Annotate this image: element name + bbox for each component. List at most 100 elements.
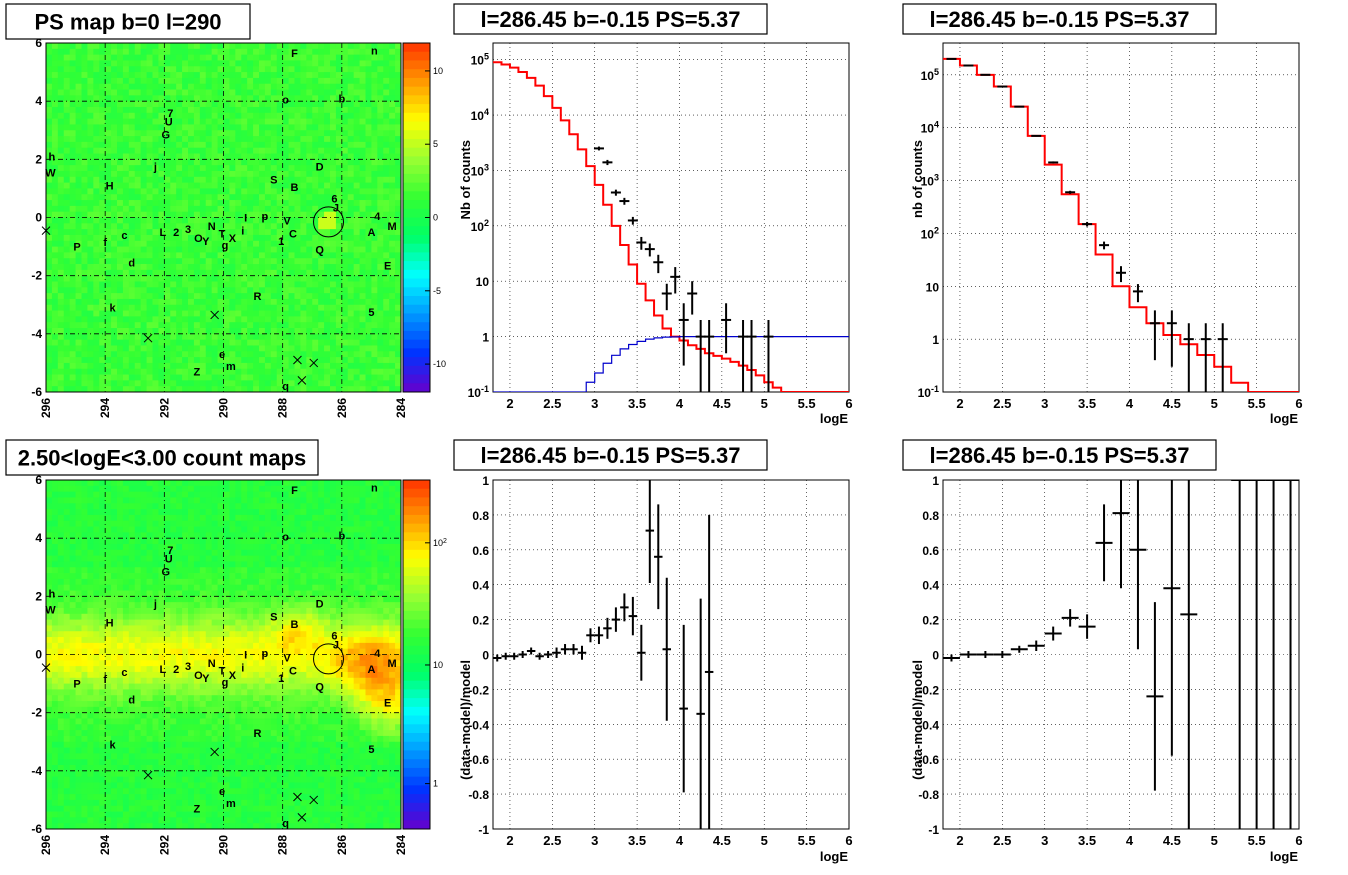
map-cell [81, 170, 88, 178]
map-cell [205, 333, 213, 341]
map-cell [211, 159, 218, 166]
map-cell [134, 43, 142, 50]
map-cell [57, 701, 65, 708]
map-cell [105, 520, 112, 527]
source-label: 6 [331, 194, 337, 206]
map-cell [312, 83, 319, 90]
map-cell [247, 240, 254, 247]
map-cell [111, 683, 118, 690]
map-cell [270, 89, 278, 96]
map-cell [75, 188, 82, 195]
map-cell [57, 310, 65, 317]
map-cell [330, 188, 337, 195]
map-cell [229, 269, 236, 277]
map-cell [318, 182, 325, 189]
map-cell [158, 43, 165, 50]
map-cell [300, 54, 307, 61]
source-label: f [103, 237, 107, 249]
map-cell [87, 211, 94, 218]
map-cell [223, 66, 230, 73]
map-cell [140, 491, 147, 498]
map-cell [371, 101, 378, 108]
map-cell [146, 304, 153, 311]
map-cell [152, 322, 159, 329]
map-cell [117, 584, 124, 591]
map-cell [46, 211, 53, 218]
map-cell [211, 136, 218, 143]
map-cell [75, 631, 82, 638]
map-cell [318, 223, 325, 230]
map-cell [69, 287, 76, 294]
map-cell [330, 194, 337, 201]
map-cell [347, 83, 355, 90]
map-cell [99, 118, 106, 125]
map-cell [117, 112, 124, 120]
map-cell [134, 788, 142, 795]
map-cell [111, 526, 118, 533]
map-cell [353, 205, 360, 213]
map-cell [99, 619, 106, 626]
map-cell [205, 159, 213, 166]
map-cell [288, 229, 295, 236]
map-cell [335, 182, 343, 189]
map-cell [205, 211, 213, 218]
map-cell [134, 660, 142, 667]
map-cell [312, 147, 319, 154]
map-cell [205, 380, 213, 387]
map-cell [105, 799, 112, 807]
map-cell [122, 182, 130, 189]
map-cell [235, 223, 242, 230]
map-cell [111, 613, 118, 620]
map-cell [63, 200, 71, 207]
map-cell [93, 741, 100, 748]
map-cell [152, 89, 159, 96]
map-cell [69, 526, 76, 533]
map-cell [158, 118, 165, 125]
map-cell [229, 357, 236, 364]
map-cell [294, 362, 301, 370]
map-cell [359, 293, 366, 300]
map-cell [247, 252, 254, 259]
map-cell [193, 310, 201, 317]
map-cell [288, 170, 295, 178]
map-cell [306, 153, 313, 160]
map-cell [395, 200, 402, 207]
map-cell [117, 66, 124, 73]
map-cell [122, 298, 130, 306]
map-cell [46, 217, 53, 224]
map-cell [57, 275, 65, 282]
map-cell [306, 374, 313, 381]
map-cell [253, 240, 260, 247]
map-cell [199, 159, 207, 166]
map-cell [371, 374, 378, 381]
map-cell [247, 43, 254, 50]
map-cell [128, 701, 136, 708]
map-cell [81, 602, 88, 609]
map-cell [247, 66, 254, 73]
map-cell [247, 258, 254, 265]
map-cell [253, 101, 260, 108]
map-cell [288, 165, 295, 172]
map-cell [353, 310, 360, 317]
map-cell [122, 351, 130, 358]
map-cell [152, 118, 159, 125]
map-cell [306, 136, 313, 143]
map-cell [46, 666, 53, 673]
map-cell [276, 362, 284, 370]
map-cell [223, 83, 230, 90]
map-cell [306, 351, 313, 358]
map-cell [111, 136, 118, 143]
map-cell [105, 759, 112, 766]
map-cell [99, 182, 106, 189]
map-cell [146, 712, 153, 719]
map-cell [253, 264, 260, 271]
map-cell [318, 333, 325, 341]
map-cell [253, 351, 260, 358]
map-cell [170, 374, 177, 381]
map-cell [93, 130, 100, 137]
map-cell [81, 596, 88, 603]
map-cell [217, 200, 224, 207]
map-cell [69, 357, 76, 364]
map-cell [389, 72, 396, 79]
colorbar-cell [403, 287, 430, 297]
